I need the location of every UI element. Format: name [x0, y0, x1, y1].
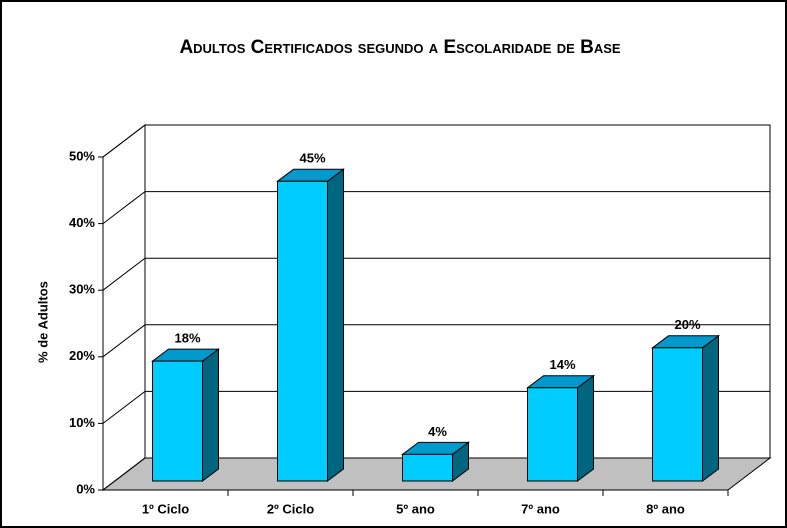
data-label: 4% — [428, 424, 447, 439]
grid-line — [102, 124, 770, 158]
y-axis-title: % de Adultos — [35, 281, 50, 363]
chart-title: Adultos Certificados segundo a Escolarid… — [179, 37, 620, 58]
y-tick-label: 40% — [69, 215, 95, 230]
y-tick-label: 10% — [69, 415, 95, 430]
x-tick-label: 8º ano — [646, 501, 685, 516]
bar-side — [702, 334, 719, 482]
bar-side — [327, 168, 344, 482]
x-tick-label: 1º Ciclo — [142, 501, 189, 516]
bar — [527, 387, 578, 482]
y-tick-label: 0% — [76, 481, 95, 496]
grid-line — [102, 257, 770, 291]
y-tick-label: 30% — [69, 282, 95, 297]
bar — [652, 347, 703, 482]
data-label: 20% — [674, 317, 700, 332]
bar — [152, 360, 203, 482]
x-tick-label: 2º Ciclo — [267, 501, 314, 516]
bar-side — [577, 374, 594, 482]
grid-line — [102, 324, 770, 358]
bar-side — [202, 348, 219, 482]
grid-line — [102, 191, 770, 224]
x-tick-label: 7º ano — [521, 501, 560, 516]
bar — [402, 453, 453, 482]
data-label: 45% — [299, 151, 325, 166]
data-label: 14% — [549, 357, 575, 372]
y-tick-label: 20% — [69, 348, 95, 363]
side-wall — [102, 123, 146, 492]
data-label: 18% — [174, 331, 200, 346]
y-tick-label: 50% — [69, 148, 95, 163]
bar — [277, 180, 328, 482]
x-tick-label: 5º ano — [396, 501, 435, 516]
